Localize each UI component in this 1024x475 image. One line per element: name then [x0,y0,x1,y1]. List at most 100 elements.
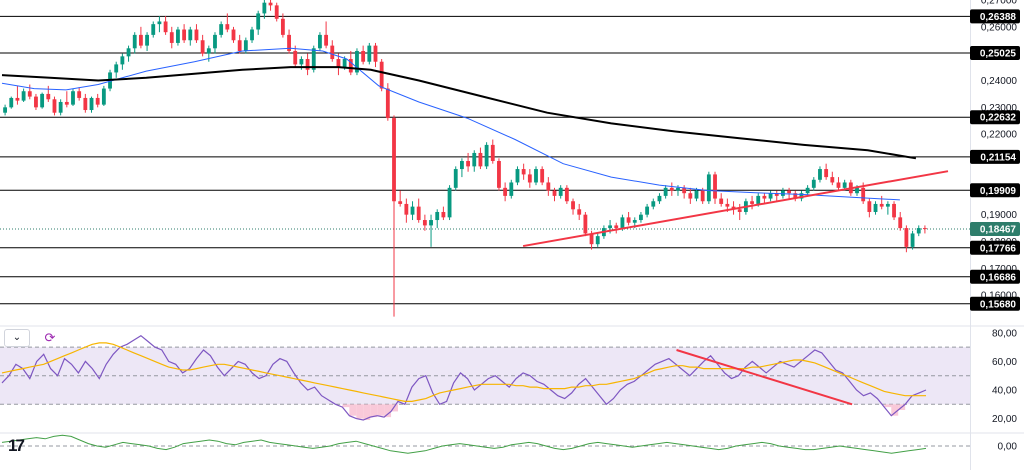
candle-body [922,228,927,230]
candle-body [373,45,378,62]
rsi-oversold-fill [884,404,892,408]
candle-body [725,203,730,207]
candle-body [138,34,143,46]
candle-body [719,198,724,204]
candle-body [422,220,427,226]
level-badge-label: 0,25025 [980,48,1017,59]
rsi-oversold-fill [356,404,364,419]
rsi-axis-tick-label: 20,00 [992,414,1017,425]
candle-body [558,187,563,196]
candle-body [132,34,137,49]
candle-body [713,174,717,199]
candle-body [280,18,285,35]
candle-body [274,5,279,19]
collapse-pane-button[interactable]: ⌄ [4,329,30,347]
candle-body [645,206,650,215]
candle-body [614,225,619,229]
candle-body [632,220,637,223]
candle-body [768,193,773,199]
rsi-oversold-fill [349,404,357,416]
candle-body [509,182,514,196]
rsi-axis-tick-label: 80,00 [992,328,1017,339]
price-axis-tick-label: 0,19000 [981,210,1018,221]
candle-body [83,97,88,111]
candle-body [21,91,26,101]
candle-body [540,169,545,183]
candle-body [706,174,711,202]
candle-body [163,21,168,33]
candle-body [126,48,131,57]
candle-body [324,34,329,46]
candle-body [466,161,471,167]
candle-body [176,29,180,43]
level-badge [970,9,1020,24]
candle-body [811,179,816,188]
rsi-axis-tick-label: 60,00 [992,357,1017,368]
candle-body [830,177,835,183]
level-badge-label: 0,22632 [980,113,1017,124]
candle-body [243,40,248,51]
rsi-axis-tick-label: 40,00 [992,386,1017,397]
candle-body [657,195,662,202]
current-price-badge [970,221,1020,236]
candle-body [787,190,792,194]
candle-body [3,107,8,113]
price-axis-tick-label: 0,16000 [981,291,1018,302]
candle-body [416,206,421,221]
price-axis-tick-label: 0,23000 [981,103,1018,114]
candle-body [546,182,551,191]
candle-body [250,29,254,41]
level-badge [970,110,1020,125]
candle-body [873,203,878,212]
candle-body [410,206,415,215]
refresh-button[interactable]: ⟳ [40,329,60,345]
candle-body [885,203,890,207]
candle-body [262,2,267,14]
candle-body [385,88,390,119]
level-badge [970,149,1020,164]
rsi-oversold-fill [370,404,378,418]
candle-body [206,48,211,54]
level-badge [970,269,1020,284]
rsi-oversold-fill [342,404,350,408]
candle-body [15,97,20,101]
candle-body [151,24,156,35]
candle-body [478,152,483,167]
candle-body [40,93,45,108]
tradingview-logo-icon: 17 [8,436,25,455]
rsi-line [1,334,927,421]
candle-body [818,169,822,180]
candle-body [46,93,51,100]
candle-body [904,228,909,247]
rsi-oversold-fill [377,404,385,416]
level-badge [970,296,1020,311]
candle-body [595,236,600,245]
candle-body [515,169,520,183]
candle-body [268,2,273,6]
candle-body [552,190,557,196]
candle-body [669,187,674,191]
candle-body [750,201,754,204]
candle-body [564,187,569,202]
candle-body [219,24,224,35]
candle-body [781,190,785,196]
rsi-oversold-fill [891,404,899,416]
candle-body [836,182,841,188]
candle-body [361,50,366,62]
candle-body [114,64,119,73]
candle-body [348,59,353,73]
candle-body [571,201,575,210]
candle-body [342,59,347,68]
candle-body [435,211,440,221]
candle-body [89,97,94,111]
candle-body [256,13,261,30]
level-badge-label: 0,16686 [980,272,1017,283]
candle-body [200,40,205,54]
candle-body [762,195,767,199]
level-badge-label: 0,26388 [980,12,1017,23]
candle-body [77,91,82,98]
candle-body [52,99,57,113]
candle-body [169,32,174,43]
